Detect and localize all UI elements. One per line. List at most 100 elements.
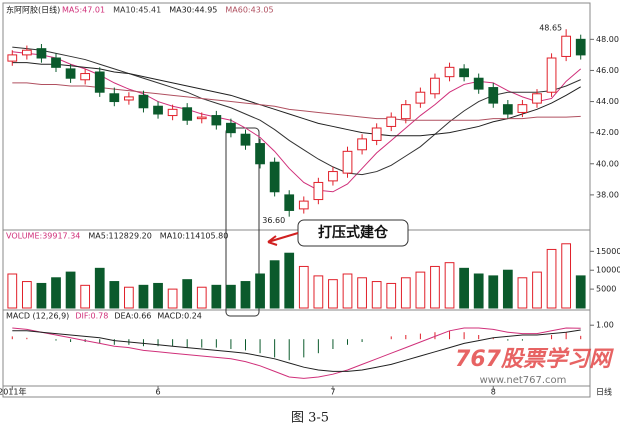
candle-body: [94, 71, 105, 93]
volume-bar: [94, 267, 105, 309]
volume-bar: [109, 281, 120, 309]
candle-body: [561, 35, 572, 57]
volume-bar: [182, 279, 193, 309]
y-tick-label: 46.00: [596, 66, 619, 75]
volume-label: MA5:112829.20: [88, 232, 151, 241]
volume-bar: [415, 271, 426, 309]
low-label: 36.60: [262, 216, 285, 225]
volume-bar: [51, 277, 61, 309]
x-tick-label: 8: [491, 388, 496, 397]
volume-bar: [211, 284, 222, 309]
volume-bar: [386, 282, 397, 309]
caption: 图 3-5: [291, 411, 329, 426]
candle-body: [51, 57, 61, 68]
volume-bar: [255, 273, 265, 309]
candle-body: [80, 73, 91, 81]
volume-bar: [473, 273, 484, 309]
legend-entry: MA5:47.01: [62, 6, 105, 15]
volume-bar: [546, 248, 557, 309]
candle-body: [124, 96, 134, 101]
candle-body: [284, 194, 295, 211]
chart-title: 东阿阿胶(日线): [6, 5, 60, 15]
volume-bar: [153, 282, 163, 309]
volume-label: VOLUME:39917.34: [6, 232, 80, 241]
candle-body: [182, 107, 193, 121]
volume-bar: [444, 262, 455, 309]
volume-bar: [517, 277, 528, 309]
volume-bar: [488, 275, 499, 309]
volume-bar: [138, 284, 149, 309]
volume-bar: [7, 273, 18, 309]
candle-body: [502, 104, 513, 115]
volume-bar: [532, 271, 542, 309]
y-tick-label: 42.00: [596, 128, 619, 137]
volume-bar: [240, 281, 251, 309]
frame: [2, 2, 591, 398]
volume-bar: [371, 281, 382, 309]
candle-body: [240, 133, 251, 146]
volume-bar: [400, 277, 411, 309]
candle-body: [517, 104, 528, 113]
candle-body: [532, 93, 542, 104]
candle-body: [546, 57, 557, 93]
volume-bar: [284, 252, 295, 309]
x-tick-label: 7: [330, 388, 335, 397]
candle-body: [342, 150, 353, 174]
macd-label: DIF:0.78: [75, 312, 108, 321]
volume-bar: [21, 281, 32, 309]
candle-body: [211, 115, 222, 126]
candle-body: [109, 93, 120, 103]
legend-entry: MA10:45.41: [113, 6, 161, 15]
volume-bar: [226, 284, 236, 309]
candle-body: [430, 77, 440, 95]
volume-bar: [502, 269, 513, 309]
dif-line: [12, 327, 581, 379]
candle-body: [459, 68, 469, 78]
volume-bar: [430, 265, 440, 309]
candle-body: [21, 49, 32, 56]
volume-bar: [36, 282, 47, 309]
candle-body: [153, 105, 163, 115]
watermark-url: www.net767.com: [480, 375, 567, 386]
volume-bar: [298, 265, 309, 309]
candle-body: [328, 171, 338, 182]
callout-arrow: [267, 232, 299, 246]
candle-body: [65, 68, 76, 79]
y-tick-label: 40.00: [596, 159, 619, 168]
candle-body: [575, 38, 586, 56]
y-tick-label: 48.00: [596, 35, 619, 44]
volume-bar: [328, 279, 338, 309]
candle-body: [269, 161, 280, 193]
ma-line: [12, 46, 581, 176]
candle-body: [7, 54, 18, 62]
highlight-box: [225, 127, 260, 317]
volume-tick-label: 10000: [596, 266, 620, 275]
volume-bar: [575, 275, 586, 309]
callout-text: 打压式建仓: [318, 224, 389, 241]
volume-tick-label: 15000: [596, 247, 620, 256]
volume-bar: [80, 284, 91, 309]
candle-body: [226, 122, 236, 134]
candle-body: [313, 181, 324, 201]
candle-body: [386, 116, 397, 127]
macd-label: MACD:0.24: [157, 312, 202, 321]
volume-bar: [124, 286, 134, 309]
candle-body: [167, 108, 178, 117]
volume-label: MA10:114105.80: [160, 232, 229, 241]
macd-label: MACD (12,26,9): [6, 312, 69, 321]
candle-body: [415, 91, 426, 104]
ma-line: [12, 82, 581, 121]
candle-body: [255, 143, 265, 165]
ma-line: [12, 62, 581, 137]
ma-line: [12, 51, 582, 193]
candle-body: [488, 87, 499, 104]
candle-body: [371, 127, 382, 141]
dea-line: [12, 329, 581, 372]
candle-body: [36, 48, 47, 59]
candle-body: [473, 77, 484, 90]
legend-entry: MA60:43.05: [225, 6, 273, 15]
candle-body: [138, 94, 149, 109]
candle-body: [444, 66, 455, 78]
legend-entry: MA30:44.95: [169, 6, 217, 15]
